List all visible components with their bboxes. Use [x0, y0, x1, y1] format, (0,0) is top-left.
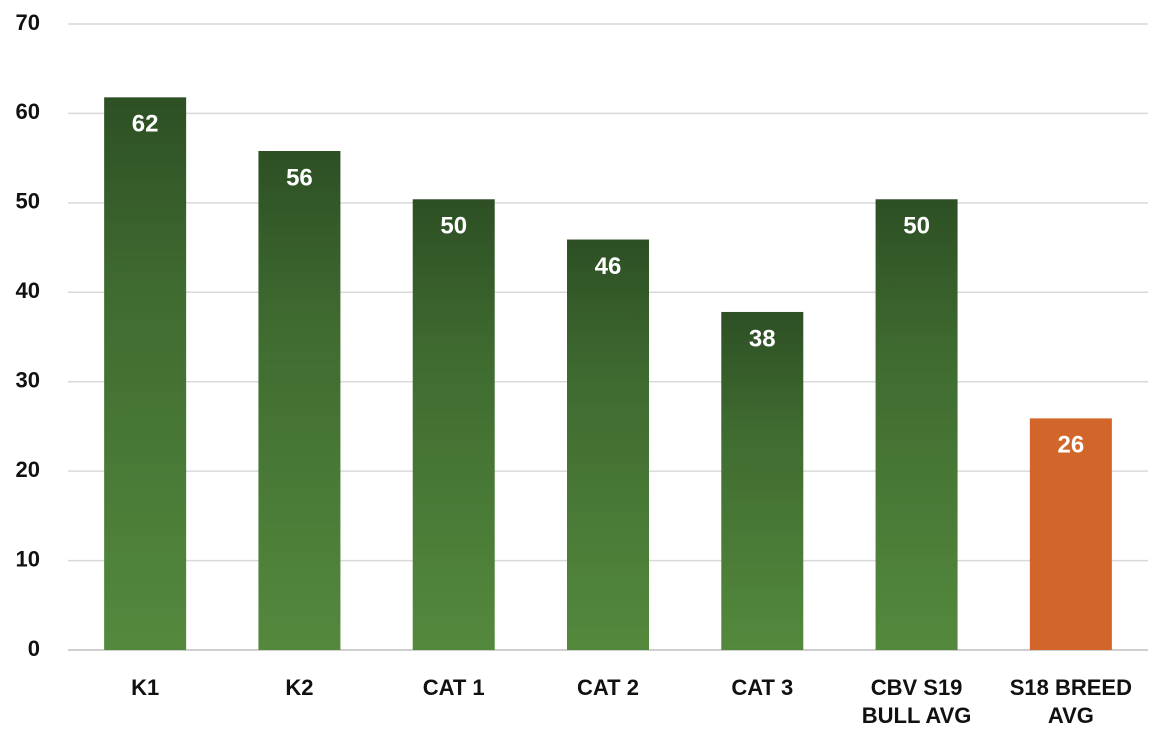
- x-tick-label: CAT 3: [731, 675, 794, 700]
- bar: [567, 239, 649, 650]
- x-tick-label: CAT 2: [577, 675, 639, 700]
- x-tick-label: K1: [131, 675, 160, 700]
- value-label: 56: [286, 164, 313, 191]
- x-tick-label: S18 BREED AVG: [1009, 675, 1132, 728]
- y-tick-label: 20: [16, 457, 40, 482]
- bar: [721, 311, 804, 650]
- value-label: 46: [595, 253, 622, 280]
- y-tick-label: 30: [16, 368, 40, 393]
- bar: [875, 199, 958, 650]
- bar: [1029, 418, 1112, 650]
- x-tick-label: CAT 1: [422, 675, 485, 700]
- value-label: 38: [749, 325, 776, 352]
- x-tick-label: CBV S19 BULL AVG: [861, 675, 972, 728]
- bar: [104, 97, 187, 651]
- bar: [258, 150, 341, 650]
- value-label: 50: [440, 213, 467, 240]
- value-label: 50: [903, 213, 930, 240]
- y-tick-label: 0: [28, 636, 40, 661]
- y-tick-label: 50: [16, 189, 40, 214]
- y-tick-label: 40: [16, 278, 40, 303]
- x-tick-label: K2: [285, 675, 314, 700]
- value-label: 62: [132, 111, 159, 138]
- y-tick-label: 70: [16, 10, 40, 35]
- bar: [412, 199, 495, 650]
- value-label: 26: [1058, 432, 1085, 459]
- y-tick-label: 60: [16, 99, 40, 124]
- y-tick-label: 10: [16, 546, 40, 571]
